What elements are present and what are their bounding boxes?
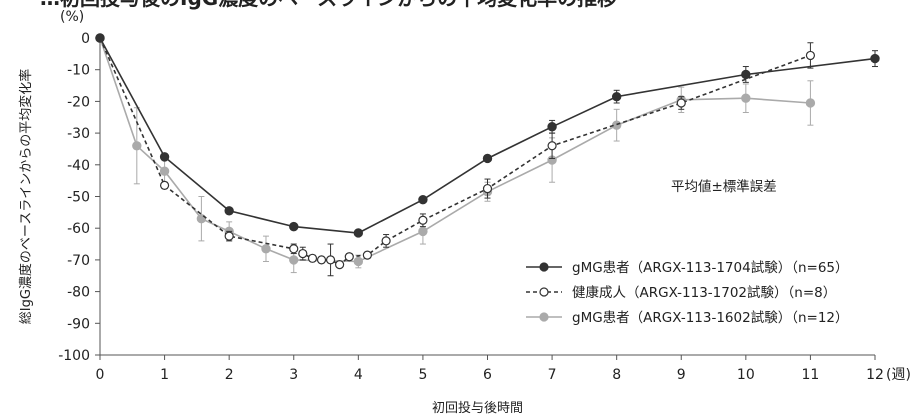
data-point (95, 33, 105, 43)
legend-entry-1: 健康成人（ARGX-113-1702試験）（n=8） (526, 284, 836, 301)
x-tick-label: 12 (866, 367, 884, 383)
data-point (224, 206, 234, 216)
data-point (289, 255, 299, 265)
data-point (741, 69, 751, 80)
data-point (482, 153, 493, 164)
y-tick-label: -50 (67, 190, 90, 206)
data-point (870, 53, 880, 64)
data-point (547, 141, 557, 151)
data-point (482, 183, 493, 194)
y-unit-label: (%) (60, 9, 84, 25)
data-point (159, 152, 170, 162)
legend-entry-0: gMG患者（ARGX-113-1704試験）（n=65） (526, 260, 849, 276)
data-point (353, 228, 364, 238)
data-point (289, 244, 299, 254)
x-tick-label: 4 (354, 367, 363, 383)
x-tick-label: 7 (548, 367, 557, 383)
data-point (611, 120, 622, 130)
y-tick-label: -40 (67, 158, 90, 174)
data-point (344, 252, 354, 262)
data-point (676, 98, 686, 108)
data-point (418, 215, 428, 225)
data-point (547, 122, 557, 132)
y-tick-label: -30 (67, 126, 90, 142)
data-point (316, 255, 327, 265)
legend-entry-2: gMG患者（ARGX-113-1602試験）（n=12） (526, 310, 849, 326)
data-point (335, 260, 345, 270)
legend-swatch-marker (539, 312, 549, 322)
chart-title: …初回投与後のIgG濃度のベースラインからの平均変化率の推移 (40, 0, 617, 10)
data-point (261, 244, 271, 254)
data-point (325, 255, 336, 265)
data-point (132, 141, 142, 151)
data-point (381, 236, 391, 246)
series-line (99, 37, 811, 266)
legend-label: gMG患者（ARGX-113-1602試験）（n=12） (572, 310, 849, 326)
data-point (159, 166, 170, 176)
data-point (289, 221, 299, 232)
x-axis-label: 初回投与後時間 (432, 400, 523, 416)
data-point (805, 50, 816, 61)
data-point (353, 256, 364, 267)
data-point (362, 250, 372, 260)
x-tick-label: 3 (289, 367, 298, 383)
y-tick-label: -80 (67, 285, 90, 301)
data-point (418, 194, 428, 205)
y-tick-label: 0 (81, 31, 90, 47)
x-tick-label: 6 (483, 367, 492, 383)
series-2 (95, 33, 816, 274)
y-tick-label: -100 (58, 348, 90, 364)
y-tick-label: -90 (67, 316, 90, 332)
data-point (224, 231, 234, 241)
data-point (805, 98, 816, 108)
data-point (159, 180, 170, 191)
error-note: 平均値±標準誤差 (671, 179, 777, 195)
x-tick-label: 1 (160, 367, 169, 383)
x-tick-label: 8 (612, 367, 621, 383)
x-tick-label: 9 (677, 367, 686, 383)
data-point (298, 248, 308, 259)
y-tick-label: -10 (67, 63, 90, 79)
x-tick-label: 11 (802, 367, 820, 383)
data-point (611, 91, 622, 102)
data-point (418, 226, 428, 237)
legend-label: gMG患者（ARGX-113-1704試験）（n=65） (572, 260, 849, 276)
series-1 (95, 33, 816, 277)
x-tick-label: 10 (737, 367, 755, 383)
series-line (99, 37, 811, 263)
legend-label: 健康成人（ARGX-113-1702試験）（n=8） (572, 284, 836, 301)
y-tick-label: -60 (67, 221, 90, 237)
series-0 (95, 33, 880, 238)
data-point (307, 253, 318, 263)
legend-swatch-marker (539, 262, 549, 272)
x-tick-label: 5 (418, 367, 427, 383)
series-line (99, 37, 876, 234)
y-tick-label: -20 (67, 94, 90, 110)
x-tick-label: 2 (225, 367, 234, 383)
x-tick-label: 0 (96, 367, 105, 383)
legend-swatch-marker (539, 287, 549, 297)
x-unit-label: (週) (886, 367, 911, 383)
data-point (741, 93, 751, 103)
y-axis-label: 総IgG濃度のベースラインからの平均変化率 (18, 69, 34, 325)
y-tick-label: -70 (67, 253, 90, 269)
